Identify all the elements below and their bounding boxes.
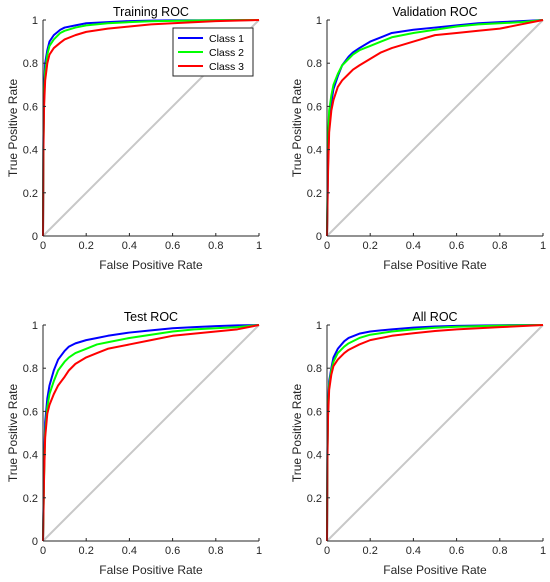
y-tick-label: 0	[316, 231, 322, 243]
legend: Class 1 Class 2 Class 3	[172, 27, 254, 77]
y-tick-label: 0.2	[23, 493, 38, 505]
y-axis-label: True Positive Rate	[6, 384, 20, 483]
y-tick-label: 0.8	[307, 363, 322, 375]
x-tick-label: 0.8	[208, 545, 223, 557]
y-tick-label: 0	[32, 536, 38, 548]
y-tick-label: 0.4	[23, 145, 38, 157]
x-tick-label: 1	[540, 240, 546, 252]
roc-panel-3: 0 0.2 0.4 0.6 0.8 1 0 0.2 0.4 0.6 0.8 1 Test ROC Fals…	[6, 310, 262, 577]
x-tick-label: 0.6	[449, 240, 464, 252]
y-tick-label: 0.8	[23, 58, 38, 70]
roc-panel-4: 0 0.2 0.4 0.6 0.8 1 0 0.2 0.4 0.6 0.8 1 All ROC False…	[290, 310, 546, 577]
x-tick-label: 0	[40, 545, 46, 557]
series-line-class-3	[42, 19, 260, 237]
y-tick-label: 0.4	[23, 450, 38, 462]
x-tick-label: 0.2	[79, 240, 94, 252]
y-tick-label: 1	[32, 15, 38, 27]
y-tick-label: 0.8	[307, 58, 322, 70]
legend-label-class-2: Class 2	[209, 47, 244, 59]
x-tick-label: 0	[40, 240, 46, 252]
x-tick-label: 0	[324, 545, 330, 557]
x-tick-label: 0.2	[363, 545, 378, 557]
series-line-class-3	[326, 324, 544, 542]
diagonal-reference-line	[42, 324, 260, 542]
x-tick-label: 1	[256, 545, 262, 557]
y-tick-label: 0.6	[307, 406, 322, 418]
y-tick-label: 0.2	[307, 188, 322, 200]
x-tick-label: 0.8	[492, 240, 507, 252]
diagonal-reference-line	[326, 19, 544, 237]
x-tick-label: 0.4	[122, 240, 137, 252]
y-axis-label: True Positive Rate	[290, 79, 304, 178]
x-tick-label: 0.6	[165, 545, 180, 557]
series-line-class-3	[42, 324, 260, 542]
x-tick-label: 0.8	[208, 240, 223, 252]
roc-panel-1: 0 0.2 0.4 0.6 0.8 1 0 0.2 0.4 0.6 0.8 1 Training ROC…	[6, 5, 262, 272]
y-tick-label: 0	[32, 231, 38, 243]
roc-panel-2: 0 0.2 0.4 0.6 0.8 1 0 0.2 0.4 0.6 0.8 1 Validation R…	[290, 5, 546, 272]
chart-title: All ROC	[412, 310, 457, 324]
x-axis-label: False Positive Rate	[383, 563, 487, 577]
y-tick-label: 0.6	[23, 406, 38, 418]
legend-label-class-3: Class 3	[209, 61, 244, 73]
x-tick-label: 0.8	[492, 545, 507, 557]
x-tick-label: 0.6	[165, 240, 180, 252]
y-tick-label: 1	[316, 15, 322, 27]
y-tick-label: 0.2	[307, 493, 322, 505]
x-tick-label: 0.6	[449, 545, 464, 557]
series-line-class-1	[42, 324, 260, 542]
y-tick-label: 0.2	[23, 188, 38, 200]
y-axis-label: True Positive Rate	[6, 79, 20, 178]
y-tick-label: 0.4	[307, 145, 322, 157]
y-tick-label: 0.6	[23, 101, 38, 113]
legend-label-class-1: Class 1	[209, 33, 244, 45]
y-tick-label: 0.6	[307, 101, 322, 113]
y-tick-label: 0.4	[307, 450, 322, 462]
legend-box	[172, 27, 254, 77]
y-tick-label: 1	[32, 320, 38, 332]
y-tick-label: 0.8	[23, 363, 38, 375]
x-axis-label: False Positive Rate	[99, 258, 203, 272]
x-tick-label: 0.4	[406, 545, 421, 557]
y-tick-label: 0	[316, 536, 322, 548]
x-tick-label: 0	[324, 240, 330, 252]
chart-title: Validation ROC	[392, 5, 477, 19]
x-tick-label: 0.4	[122, 545, 137, 557]
series-line-class-3	[326, 19, 544, 237]
x-tick-label: 0.2	[79, 545, 94, 557]
series-line-class-2	[42, 324, 260, 542]
chart-title: Test ROC	[124, 310, 178, 324]
series-line-class-2	[326, 19, 544, 237]
diagonal-reference-line	[326, 324, 544, 542]
y-tick-label: 1	[316, 320, 322, 332]
x-tick-label: 1	[540, 545, 546, 557]
x-tick-label: 1	[256, 240, 262, 252]
x-axis-label: False Positive Rate	[383, 258, 487, 272]
chart-title: Training ROC	[113, 5, 189, 19]
y-axis-label: True Positive Rate	[290, 384, 304, 483]
x-axis-label: False Positive Rate	[99, 563, 203, 577]
x-tick-label: 0.4	[406, 240, 421, 252]
x-tick-label: 0.2	[363, 240, 378, 252]
